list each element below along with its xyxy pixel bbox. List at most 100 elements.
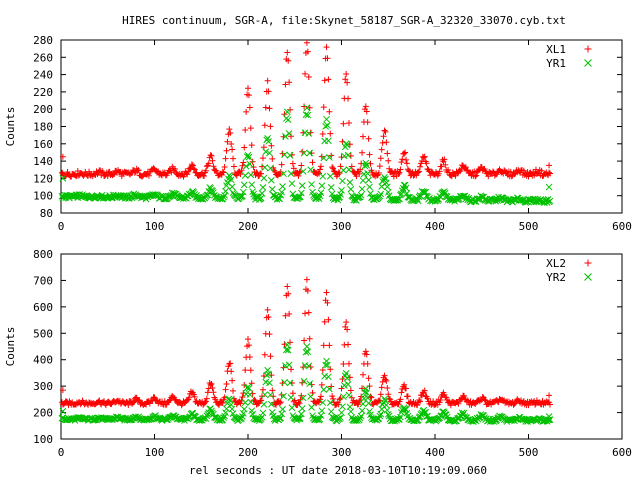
- data-point: [327, 408, 335, 415]
- data-point: [202, 167, 209, 174]
- data-point: [424, 395, 431, 402]
- data-point: [226, 126, 233, 133]
- data-point: [324, 299, 331, 306]
- data-point: [463, 167, 470, 174]
- y-tick-label: 160: [33, 138, 53, 151]
- data-point: [362, 159, 370, 167]
- data-point: [379, 139, 386, 146]
- data-point: [336, 170, 343, 177]
- data-point: [284, 49, 291, 56]
- data-point: [277, 169, 284, 176]
- data-point: [286, 79, 293, 86]
- data-point: [224, 138, 231, 145]
- data-point: [414, 402, 421, 409]
- data-point: [201, 399, 208, 406]
- data-point: [266, 331, 273, 338]
- data-point: [362, 103, 369, 110]
- data-point: [546, 169, 553, 176]
- data-point: [417, 398, 424, 405]
- data-point: [222, 386, 229, 393]
- x-tick-label: 400: [425, 446, 445, 459]
- data-point: [345, 95, 352, 102]
- data-point: [309, 159, 316, 166]
- data-point: [397, 166, 404, 173]
- data-point: [319, 131, 326, 138]
- data-point: [295, 172, 302, 179]
- data-point: [320, 154, 328, 162]
- data-point: [267, 123, 274, 130]
- data-point: [227, 360, 234, 367]
- data-point: [404, 393, 411, 400]
- data-point: [210, 389, 217, 396]
- data-point: [219, 168, 226, 175]
- data-point: [304, 348, 312, 356]
- data-point: [336, 396, 343, 403]
- data-point: [262, 104, 269, 111]
- data-point: [283, 341, 291, 349]
- data-point: [473, 172, 480, 179]
- data-point: [286, 310, 293, 317]
- data-point: [363, 108, 370, 115]
- chart-title: HIRES continuum, SGR-A, file:Skynet_5818…: [122, 14, 566, 27]
- data-point: [221, 163, 228, 170]
- data-point: [261, 122, 268, 129]
- data-point: [244, 151, 252, 159]
- legend-label: XL1: [546, 43, 566, 56]
- data-point: [337, 163, 344, 170]
- data-point: [326, 399, 334, 407]
- data-point: [267, 164, 274, 172]
- data-point: [321, 318, 328, 325]
- data-point: [359, 400, 367, 408]
- data-point: [282, 81, 289, 88]
- data-point: [59, 387, 66, 394]
- data-point: [297, 396, 304, 403]
- data-point: [269, 155, 276, 162]
- data-point: [297, 189, 305, 197]
- data-point: [288, 133, 295, 140]
- data-point: [401, 150, 408, 157]
- x-tick-label: 200: [238, 220, 258, 233]
- data-point: [358, 407, 366, 415]
- data-point: [104, 173, 111, 180]
- data-point: [306, 149, 314, 157]
- data-point: [91, 416, 99, 424]
- data-point: [191, 393, 198, 400]
- series-xl1: [58, 39, 554, 180]
- data-point: [241, 172, 249, 179]
- data-point: [228, 183, 236, 191]
- data-point: [300, 377, 308, 385]
- data-point: [265, 370, 272, 378]
- x-tick-label: 300: [332, 446, 352, 459]
- data-point: [268, 400, 275, 408]
- y-tick-label: 240: [33, 69, 53, 82]
- data-point: [286, 379, 294, 387]
- data-point: [334, 196, 342, 204]
- data-point: [302, 111, 310, 118]
- data-point: [324, 122, 331, 129]
- data-point: [262, 148, 270, 156]
- data-point: [280, 392, 287, 400]
- data-point: [355, 401, 362, 408]
- data-point: [318, 381, 325, 388]
- data-point: [278, 188, 286, 196]
- data-point: [378, 384, 385, 391]
- x-tick-label: 300: [332, 220, 352, 233]
- data-point: [245, 85, 251, 92]
- data-point: [340, 360, 347, 367]
- data-point: [301, 337, 308, 344]
- data-point: [316, 166, 323, 173]
- data-point: [300, 149, 308, 157]
- data-point: [247, 367, 254, 374]
- data-point: [321, 77, 328, 84]
- data-point: [285, 361, 293, 369]
- data-point: [239, 162, 246, 169]
- data-point: [241, 144, 248, 151]
- data-point: [284, 283, 291, 290]
- data-point: [405, 167, 412, 174]
- data-point: [383, 377, 390, 384]
- data-point: [320, 386, 328, 393]
- legend-label: XL2: [546, 257, 566, 270]
- y-tick-label: 300: [33, 380, 53, 393]
- data-point: [303, 39, 310, 46]
